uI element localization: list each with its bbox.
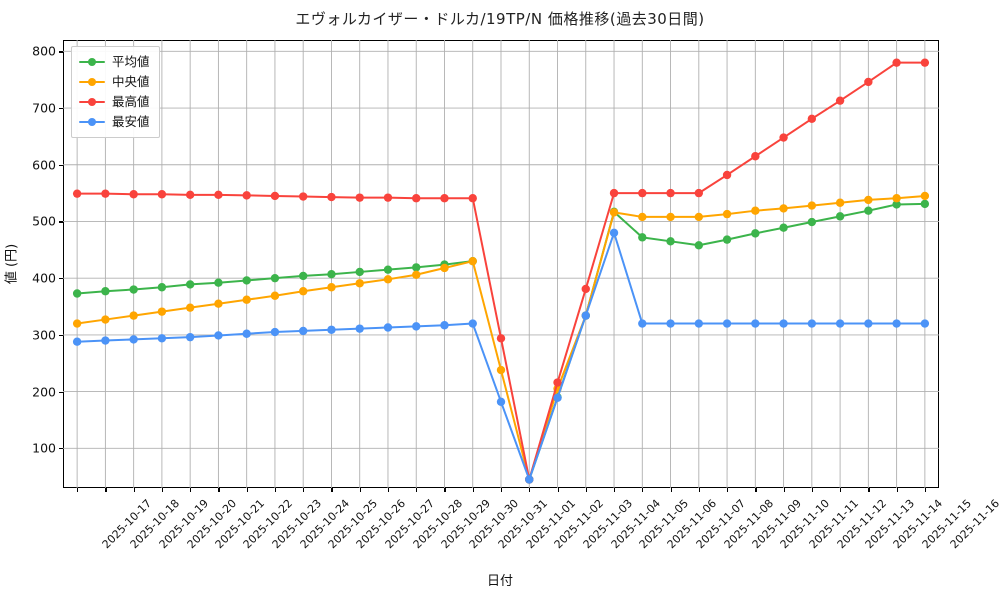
y-tick-mark xyxy=(59,164,63,166)
chart-title: エヴォルカイザー・ドルカ/19TP/N 価格推移(過去30日間) xyxy=(295,10,705,28)
x-tick-mark xyxy=(161,488,164,492)
y-tick-label: 500 xyxy=(32,213,56,229)
x-tick-mark xyxy=(924,488,927,492)
y-tick-mark xyxy=(59,391,63,393)
y-tick-label: 700 xyxy=(32,100,56,116)
x-tick-mark xyxy=(557,488,559,492)
legend-item[interactable]: 最安値 xyxy=(79,112,150,132)
x-tick-mark xyxy=(218,488,220,492)
legend-swatch-max-icon xyxy=(79,96,105,108)
legend-item[interactable]: 最高値 xyxy=(79,92,150,112)
legend-label-max: 最高値 xyxy=(112,93,150,109)
legend-label-mean: 平均値 xyxy=(112,53,150,69)
x-tick-mark xyxy=(698,488,700,492)
y-tick-mark xyxy=(59,278,63,280)
chart-canvas xyxy=(63,40,939,488)
y-tick-mark xyxy=(59,334,63,337)
x-tick-mark xyxy=(501,488,503,492)
legend-label-median: 中央値 xyxy=(112,73,150,89)
x-tick-mark xyxy=(727,488,729,492)
x-tick-mark xyxy=(303,488,305,492)
x-tick-mark xyxy=(246,488,248,492)
x-tick-mark xyxy=(444,488,446,492)
x-tick-mark xyxy=(840,488,842,492)
x-tick-mark xyxy=(359,488,361,492)
y-tick-mark xyxy=(59,221,63,223)
y-tick-label: 400 xyxy=(32,270,56,286)
y-tick-label: 300 xyxy=(32,327,56,343)
x-tick-mark xyxy=(387,488,390,492)
x-tick-mark xyxy=(416,488,418,492)
y-tick-mark xyxy=(59,108,63,110)
y-tick-label: 600 xyxy=(32,157,56,173)
x-tick-mark xyxy=(614,488,616,492)
x-tick-mark xyxy=(133,488,135,492)
plot-area: 平均値 中央値 最高値 最安値 xyxy=(63,40,939,488)
x-axis-label: 日付 xyxy=(486,574,513,589)
x-tick-mark xyxy=(642,488,644,492)
x-tick-mark xyxy=(331,488,333,492)
legend-item[interactable]: 中央値 xyxy=(79,72,150,92)
legend-swatch-min-icon xyxy=(79,116,105,128)
legend-item[interactable]: 平均値 xyxy=(79,52,150,72)
x-tick-mark xyxy=(77,488,79,492)
x-tick-mark xyxy=(529,488,531,492)
x-tick-mark xyxy=(755,488,757,492)
y-axis-label: 値 (円) xyxy=(4,243,20,285)
y-tick-label: 100 xyxy=(32,440,56,456)
y-tick-mark xyxy=(59,448,63,450)
x-tick-mark xyxy=(585,488,587,492)
y-tick-label: 200 xyxy=(32,384,56,400)
x-tick-mark xyxy=(105,488,107,492)
x-tick-mark xyxy=(190,488,192,492)
x-tick-mark xyxy=(811,488,814,492)
chart-legend: 平均値 中央値 最高値 最安値 xyxy=(71,46,160,138)
legend-swatch-mean-icon xyxy=(79,56,105,68)
y-tick-label: 800 xyxy=(32,43,56,59)
y-tick-mark xyxy=(59,51,63,53)
x-tick-mark xyxy=(274,488,277,492)
x-tick-mark xyxy=(670,488,672,492)
legend-label-min: 最安値 xyxy=(112,113,150,129)
x-tick-mark xyxy=(868,488,870,492)
x-tick-mark xyxy=(896,488,898,492)
x-tick-mark xyxy=(472,488,474,492)
x-tick-mark xyxy=(783,488,785,492)
legend-swatch-median-icon xyxy=(79,76,105,88)
